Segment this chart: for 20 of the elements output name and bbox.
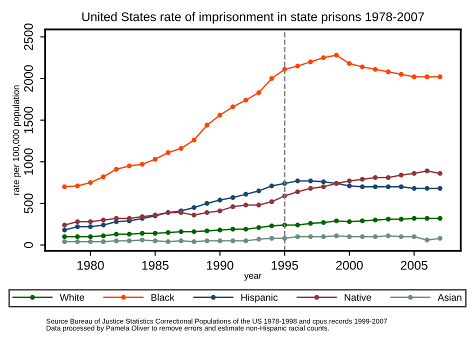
- x-tick-label: 1980: [77, 260, 104, 270]
- x-axis-title: year: [244, 274, 262, 281]
- legend-label: Asian: [438, 294, 462, 301]
- x-tick-label: 2000: [336, 260, 363, 270]
- y-tick-label: 2500: [24, 23, 33, 50]
- legend-label: Black: [151, 294, 174, 301]
- y-tick-label: 0: [24, 242, 33, 248]
- legend-label: White: [60, 294, 84, 301]
- y-tick-label: 1500: [24, 106, 33, 134]
- x-tick-label: 1990: [206, 260, 234, 270]
- chart-title: United States rate of imprisonment in state prisons 1978-2007: [82, 12, 424, 24]
- legend-label: Hispanic: [241, 294, 278, 303]
- y-axis-title: rate per 100,000 population: [12, 85, 21, 195]
- x-tick-label: 1985: [142, 260, 169, 270]
- y-tick-label: 2000: [24, 65, 33, 92]
- x-tick-label: 1995: [272, 260, 298, 270]
- x-tick-label: 2005: [400, 260, 428, 270]
- y-tick-label: 1000: [24, 148, 33, 175]
- legend-label: Native: [344, 294, 372, 301]
- y-tick-label: 500: [24, 193, 33, 214]
